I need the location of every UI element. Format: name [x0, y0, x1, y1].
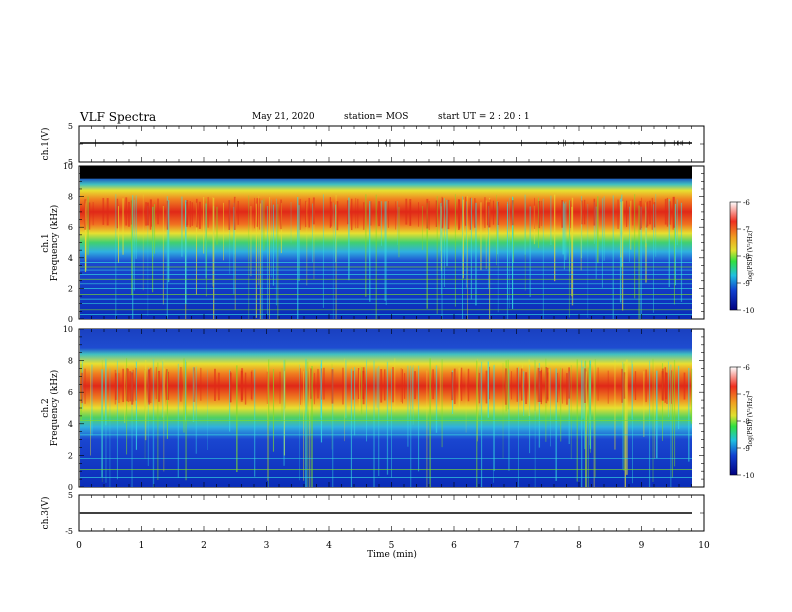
start-time-label: start UT = 2 : 20 : 1	[438, 112, 530, 122]
x-tick-label: 10	[698, 541, 710, 551]
x-tick-label: 1	[139, 541, 145, 551]
x-tick-label: 9	[639, 541, 645, 551]
ch1-signal-ylabel: ch.1(V)	[40, 128, 51, 161]
colorbar-tick-label: -10	[743, 307, 754, 315]
ch2-narrowband-lines	[80, 420, 692, 478]
y-tick-label: 4	[68, 420, 73, 429]
ch2-spectro-ylabel: Frequency (kHz)	[49, 370, 60, 447]
ch1-impulsive-streaks	[84, 194, 683, 319]
y-tick-label: 4	[68, 254, 73, 263]
x-tick-label: 7	[514, 541, 520, 551]
y-tick-label: 10	[63, 325, 73, 334]
colorbar-tick-label: -7	[743, 226, 750, 234]
ch3-signal-ylabel: ch.3(V)	[40, 497, 51, 530]
ch1-narrowband-lines	[80, 262, 692, 315]
x-tick-label: 8	[576, 541, 582, 551]
date-label: May 21, 2020	[252, 112, 315, 122]
y-tick-label: -5	[65, 158, 73, 167]
ch1-spectro-ylabel-top: ch.1	[41, 233, 51, 252]
station-label: station= MOS	[344, 112, 409, 122]
y-tick-label: 8	[68, 357, 73, 366]
ch1-signal-panel	[78, 125, 705, 163]
y-tick-label: 0	[68, 483, 73, 492]
colorbar-tick-label: -9	[743, 445, 750, 453]
ch2-impulsive-streaks	[80, 358, 693, 487]
ch1-colorbar	[729, 201, 738, 311]
ch2-colorbar	[729, 366, 738, 476]
colorbar-tick-label: -10	[743, 472, 754, 480]
y-tick-label: 6	[68, 223, 73, 232]
colorbar-tick-label: -6	[743, 199, 750, 207]
colorbar-tick-label: -6	[743, 364, 750, 372]
ch2-colorbar-label: log(PSD) (V²/Hz)	[747, 396, 754, 447]
y-tick-label: -5	[65, 527, 73, 536]
x-tick-label: 2	[201, 541, 207, 551]
y-tick-label: 5	[68, 122, 73, 131]
x-tick-label: 6	[451, 541, 457, 551]
ch1-signal-spikes	[95, 139, 690, 147]
ch2-spectro-ylabel-top: ch.2	[41, 398, 51, 417]
colorbar-tick-label: -7	[743, 391, 750, 399]
colorbar-tick-label: -8	[743, 418, 750, 426]
colorbar-tick-label: -9	[743, 280, 750, 288]
y-tick-label: 6	[68, 388, 73, 397]
x-axis-label: Time (min)	[367, 549, 417, 560]
y-tick-label: 0	[68, 315, 73, 324]
y-tick-label: 10	[63, 162, 73, 171]
y-tick-label: 5	[68, 491, 73, 500]
x-tick-label: 4	[326, 541, 332, 551]
x-tick-label: 3	[264, 541, 270, 551]
x-tick-label: 0	[76, 541, 82, 551]
y-tick-label: 2	[68, 451, 73, 460]
chart-title: VLF Spectra	[80, 110, 157, 124]
y-tick-label: 2	[68, 284, 73, 293]
x-tick-label: 5	[389, 541, 395, 551]
ch1-spectro-ylabel: Frequency (kHz)	[49, 205, 60, 282]
y-tick-label: 8	[68, 193, 73, 202]
ch1-colorbar-label: log(PSD) (V²/Hz)	[747, 231, 754, 282]
colorbar-tick-label: -8	[743, 253, 750, 261]
ch2-spectrogram	[80, 329, 692, 487]
